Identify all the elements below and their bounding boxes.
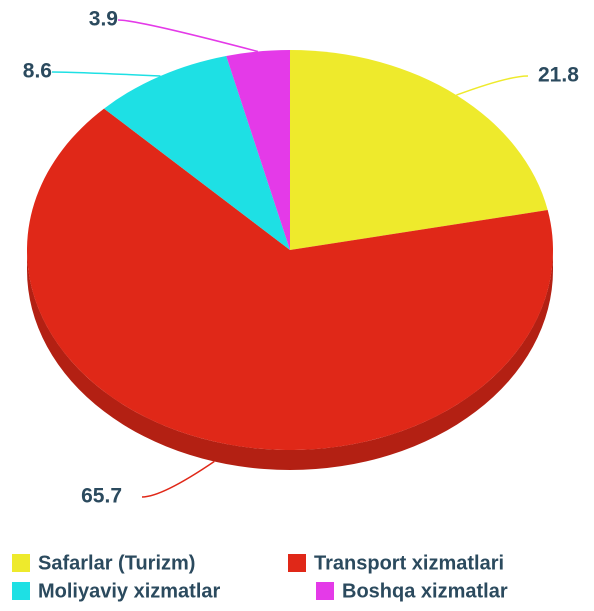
pie-slice (226, 50, 290, 250)
pie-slice (290, 50, 548, 250)
legend-label: Transport xizmatlari (314, 552, 504, 574)
pie-slice (104, 55, 290, 250)
data-label: 8.6 (23, 60, 52, 83)
data-label: 65.7 (81, 485, 122, 508)
pie-slice (27, 108, 554, 450)
legend-swatch (12, 554, 30, 572)
data-label: 21.8 (538, 64, 579, 87)
legend-swatch (288, 554, 306, 572)
leader-line (117, 19, 259, 53)
data-label: 3.9 (89, 8, 118, 31)
leader-line (141, 460, 215, 498)
legend-swatch (316, 582, 334, 600)
leader-line (51, 71, 161, 77)
leader-line (456, 75, 529, 96)
legend-swatch (12, 582, 30, 600)
legend-label: Boshqa xizmatlar (342, 580, 508, 602)
legend-label: Moliyaviy xizmatlar (38, 580, 221, 602)
legend-label: Safarlar (Turizm) (38, 552, 195, 574)
